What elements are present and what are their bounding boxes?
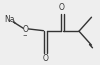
Text: −: − <box>22 32 27 37</box>
Text: +: + <box>12 20 16 25</box>
Text: O: O <box>43 54 48 63</box>
Text: O: O <box>59 3 64 12</box>
Text: Na: Na <box>4 15 14 24</box>
Text: O: O <box>23 25 29 34</box>
